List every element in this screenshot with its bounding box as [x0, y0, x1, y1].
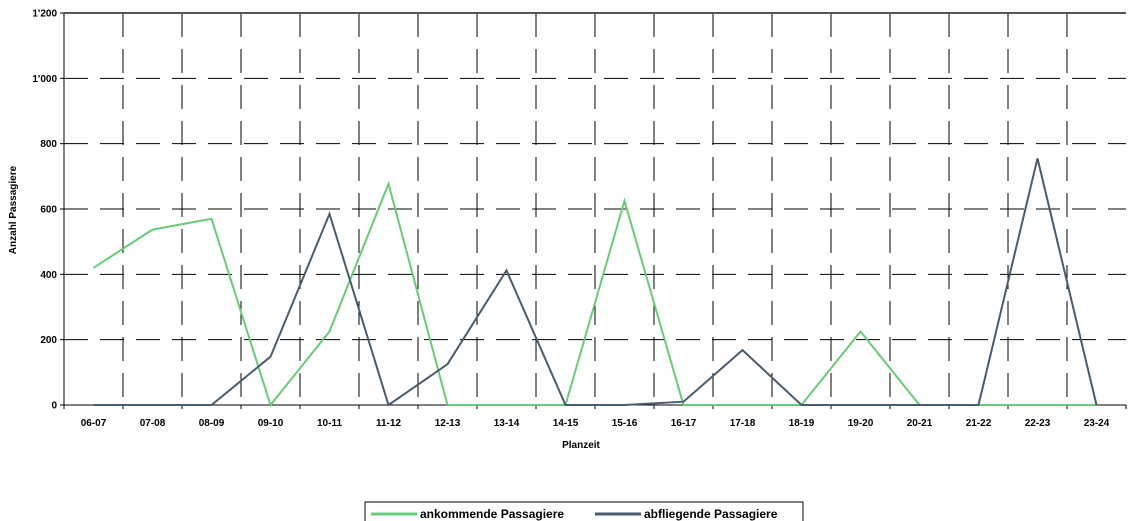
x-tick-label: 21-22	[966, 418, 992, 429]
axes	[60, 12, 1127, 409]
y-tick-label: 1'200	[32, 9, 57, 20]
grid	[64, 12, 1126, 405]
x-tick-label: 09-10	[258, 418, 284, 429]
series-line-abfliegende	[93, 158, 1098, 407]
legend-box	[364, 501, 804, 521]
y-tick-label: 800	[40, 139, 57, 150]
y-tick-label: 400	[40, 270, 57, 281]
y-tick-labels: 0 200 400 600 800 1'000 1'200	[32, 9, 57, 412]
x-tick-label: 08-09	[199, 418, 225, 429]
y-tick-label: 600	[40, 205, 57, 216]
x-tick-label: 12-13	[435, 418, 461, 429]
x-tick-label: 14-15	[553, 418, 579, 429]
x-tick-label: 07-08	[140, 418, 166, 429]
legend: ankommende Passagiere abfliegende Passag…	[364, 501, 804, 521]
legend-label-ankommende: ankommende Passagiere	[420, 507, 564, 521]
x-tick-label: 23-24	[1084, 418, 1110, 429]
x-tick-label: 22-23	[1025, 418, 1051, 429]
x-tick-label: 20-21	[907, 418, 933, 429]
y-tick-label: 200	[40, 335, 57, 346]
x-tick-label: 18-19	[789, 418, 815, 429]
x-tick-label: 17-18	[730, 418, 756, 429]
x-tick-label: 13-14	[494, 418, 520, 429]
series-lines	[92, 158, 1098, 408]
x-tick-label: 15-16	[612, 418, 638, 429]
y-tick-label: 1'000	[32, 74, 57, 85]
x-tick-label: 19-20	[848, 418, 874, 429]
y-tick-label: 0	[51, 401, 57, 412]
x-tick-label: 10-11	[317, 418, 342, 429]
x-tick-label: 11-12	[376, 418, 401, 429]
x-tick-label: 16-17	[671, 418, 697, 429]
x-tick-label: 06-07	[81, 418, 107, 429]
x-tick-labels: 06-07 07-08 08-09 09-10 10-11 11-12 12-13 13-14…	[81, 418, 1110, 429]
x-axis-title: Planzeit	[562, 440, 600, 451]
y-axis-title: Anzahl Passagiere	[8, 165, 19, 254]
legend-label-abfliegende: abfliegende Passagiere	[644, 507, 778, 521]
